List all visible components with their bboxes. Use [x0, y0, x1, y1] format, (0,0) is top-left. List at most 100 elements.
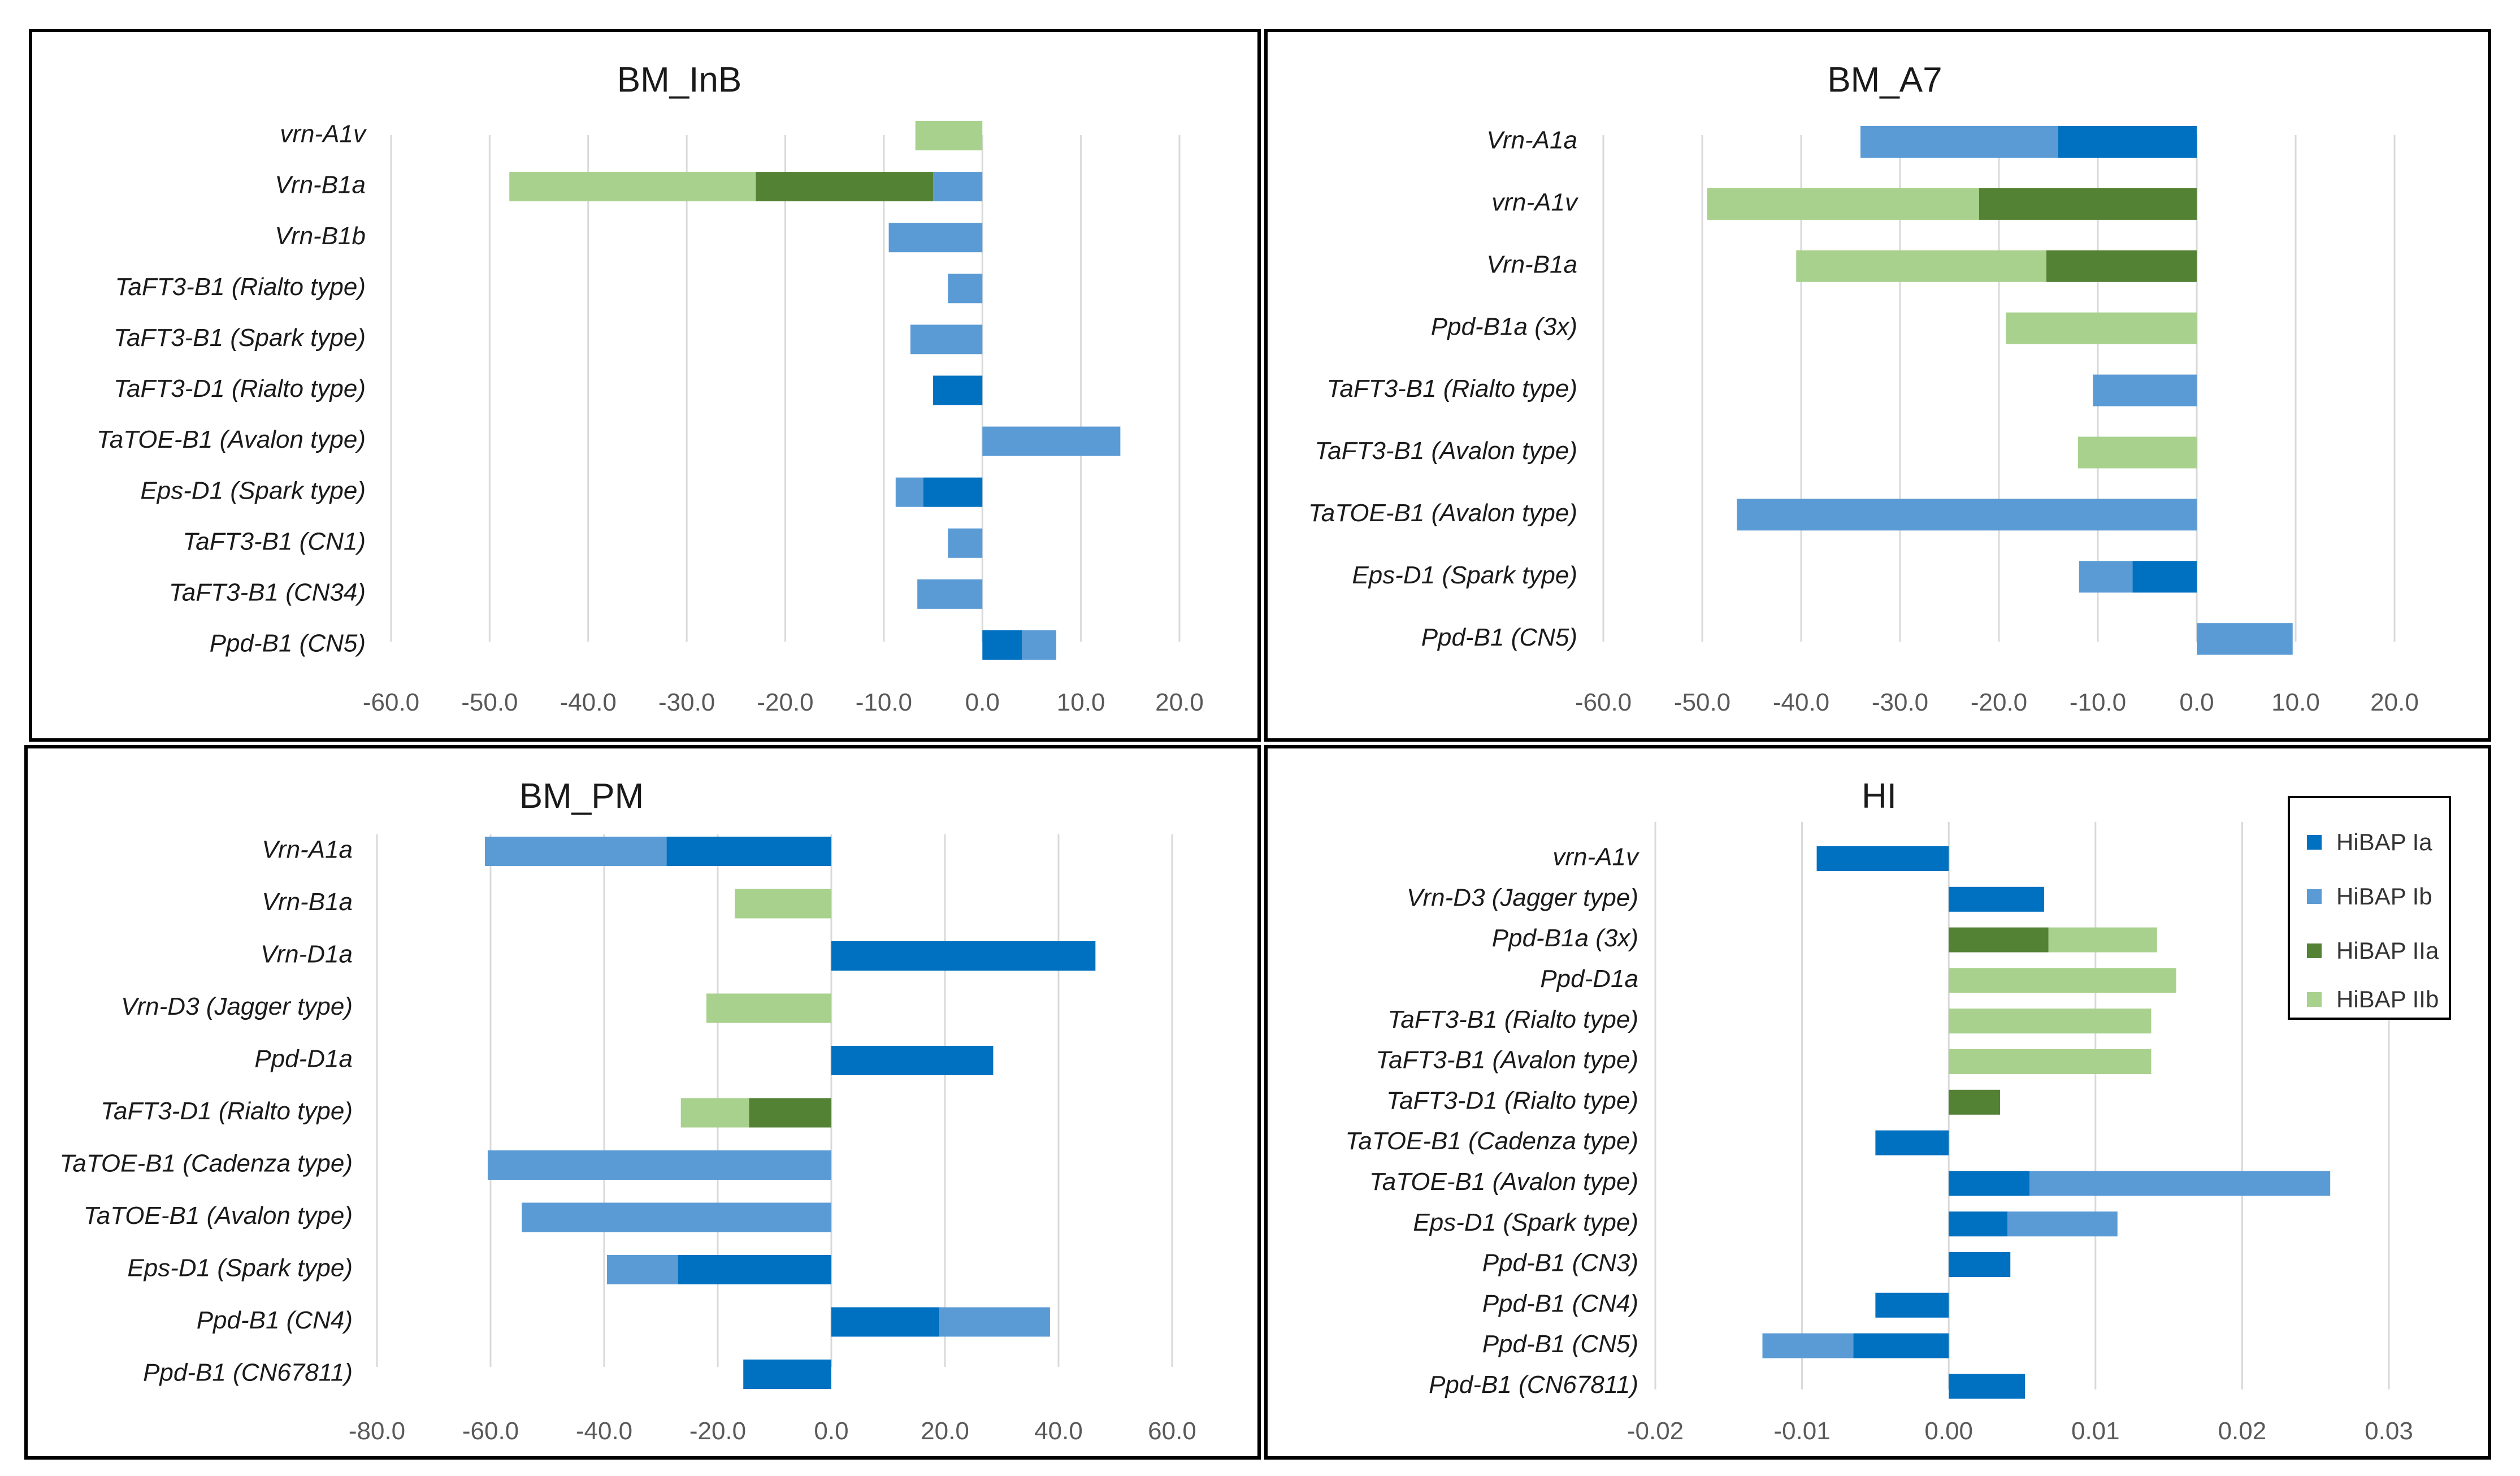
bar-bm-inb-hibap-ia: [923, 477, 983, 507]
bar-bm-inb-hibap-ib: [933, 172, 983, 202]
bar-bm-pm-hibap-ib: [487, 1150, 831, 1180]
x-tick-label: 0.01: [2071, 1417, 2120, 1445]
x-tick-label: 0.02: [2218, 1417, 2267, 1445]
bar-bm-a7-hibap-iib: [1707, 188, 1979, 220]
x-tick-label: 0.00: [1924, 1417, 1973, 1445]
bar-hi-hibap-ib: [1762, 1333, 1854, 1358]
chart-title-hi: HI: [1862, 777, 1897, 816]
bar-bm-inb-hibap-ib: [910, 324, 983, 354]
chart-title-bm-pm: BM_PM: [519, 777, 644, 816]
x-tick-label: -50.0: [1674, 689, 1730, 716]
bar-bm-inb-hibap-ia: [933, 375, 983, 405]
bar-bm-inb-hibap-ib: [917, 579, 983, 609]
x-tick-label: 60.0: [1148, 1417, 1196, 1445]
category-label: TaTOE-B1 (Avalon type): [1308, 499, 1577, 527]
x-tick-label: -0.02: [1627, 1417, 1684, 1445]
bar-hi-hibap-ia: [1875, 1130, 1949, 1155]
bar-bm-pm-hibap-ia: [831, 1046, 994, 1075]
bar-bm-a7-hibap-iia: [2046, 250, 2197, 282]
category-label: Eps-D1 (Spark type): [1352, 561, 1577, 589]
x-tick-label: -20.0: [1971, 689, 2027, 716]
category-label: Ppd-B1 (CN3): [1482, 1249, 1638, 1277]
bar-bm-pm-hibap-iia: [749, 1098, 831, 1128]
category-label: TaFT3-D1 (Rialto type): [101, 1097, 353, 1125]
x-tick-label: -20.0: [689, 1417, 746, 1445]
bar-bm-pm-hibap-ia: [831, 941, 1096, 971]
x-tick-label: -40.0: [560, 689, 617, 716]
bar-hi-hibap-iib: [1949, 1049, 2152, 1074]
x-tick-label: 0.0: [814, 1417, 848, 1445]
x-tick-label: -40.0: [1773, 689, 1829, 716]
legend-item-hibap-ia: HiBAP Ia: [2307, 825, 2432, 859]
chart-title-bm-inb: BM_InB: [617, 60, 742, 99]
category-label: TaTOE-B1 (Cadenza type): [60, 1150, 353, 1178]
category-label: Ppd-B1 (CN4): [197, 1306, 353, 1334]
bar-bm-pm-hibap-ia: [831, 1307, 939, 1337]
x-tick-label: -10.0: [2070, 689, 2126, 716]
bar-bm-pm-hibap-iib: [680, 1098, 749, 1128]
category-label: TaFT3-B1 (Rialto type): [1388, 1006, 1638, 1033]
category-label: Ppd-B1 (CN5): [1482, 1330, 1638, 1358]
bar-bm-inb-hibap-iib: [915, 121, 983, 150]
category-label: TaFT3-B1 (CN1): [183, 527, 366, 555]
category-label: Eps-D1 (Spark type): [127, 1254, 353, 1282]
bar-bm-inb-hibap-ia: [982, 630, 1022, 660]
legend-label-hibap-iib: HiBAP IIb: [2336, 986, 2439, 1012]
bar-hi-hibap-ib: [2029, 1171, 2331, 1196]
bar-bm-pm-hibap-ib: [522, 1202, 831, 1232]
bar-hi-hibap-ia: [1949, 1252, 2011, 1277]
bar-bm-pm-hibap-iib: [706, 993, 831, 1023]
bar-hi-hibap-ia: [1949, 1374, 2025, 1399]
category-label: vrn-A1v: [1552, 843, 1640, 871]
legend-label-hibap-ia: HiBAP Ia: [2336, 829, 2432, 855]
bar-hi-hibap-ia: [1949, 1211, 2008, 1237]
category-label: Vrn-A1a: [262, 836, 353, 864]
category-label: TaFT3-B1 (Spark type): [114, 324, 366, 352]
bar-bm-pm-hibap-ia: [666, 837, 831, 866]
bar-bm-a7-hibap-ib: [1860, 126, 2058, 158]
bar-hi-hibap-iia: [1949, 927, 2049, 953]
bar-bm-pm-hibap-ib: [939, 1307, 1050, 1337]
category-label: TaTOE-B1 (Avalon type): [84, 1202, 353, 1230]
category-label: TaFT3-D1 (Rialto type): [1386, 1087, 1638, 1114]
bar-bm-pm-hibap-ia: [743, 1360, 831, 1389]
bar-bm-a7-hibap-ia: [2132, 561, 2197, 593]
bar-bm-pm-hibap-ib: [607, 1255, 678, 1284]
x-tick-label: -40.0: [576, 1417, 632, 1445]
x-tick-label: 20.0: [1155, 689, 1204, 716]
x-tick-label: 40.0: [1034, 1417, 1083, 1445]
x-tick-label: -60.0: [1575, 689, 1632, 716]
x-tick-label: -60.0: [363, 689, 419, 716]
x-tick-label: 0.03: [2365, 1417, 2413, 1445]
bar-bm-a7-hibap-ib: [2079, 561, 2133, 593]
bar-hi-hibap-iia: [1949, 1089, 2001, 1115]
legend-item-hibap-ib: HiBAP Ib: [2307, 880, 2432, 914]
legend-label-hibap-iia: HiBAP IIa: [2336, 937, 2439, 964]
chart-svg-bm-a7: -60.0 -50.0 -40.0 -30.0 -20.0 -10.0 0.0 10.0 20.…: [1308, 60, 2419, 716]
category-label: Vrn-D3 (Jagger type): [1407, 884, 1638, 911]
legend-item-hibap-iib: HiBAP IIb: [2307, 982, 2439, 1016]
legend-item-hibap-iia: HiBAP IIa: [2307, 934, 2439, 968]
bar-bm-inb-hibap-ib: [888, 223, 983, 253]
x-tick-label: 20.0: [2370, 689, 2419, 716]
bar-bm-pm-hibap-ia: [678, 1255, 831, 1284]
bar-bm-pm-hibap-iib: [735, 889, 831, 919]
category-label: TaFT3-B1 (Rialto type): [1327, 375, 1577, 402]
bar-hi-hibap-ib: [2007, 1211, 2118, 1237]
bar-hi-hibap-ia: [1816, 846, 1949, 871]
bar-bm-inb-hibap-ib: [982, 426, 1121, 456]
bar-bm-a7-hibap-iib: [2006, 312, 2197, 344]
category-label: TaTOE-B1 (Cadenza type): [1346, 1127, 1638, 1155]
category-label: TaTOE-B1 (Avalon type): [97, 426, 366, 453]
bar-bm-a7-hibap-ib: [1737, 499, 2197, 531]
x-tick-label: -0.01: [1773, 1417, 1830, 1445]
chart-svg-hi: -0.02 -0.01 0.00 0.01 0.02 0.03 HI vrn-A1v Vrn-D…: [1346, 777, 2413, 1445]
category-label: TaFT3-B1 (CN34): [169, 579, 366, 607]
x-tick-label: 10.0: [1057, 689, 1105, 716]
bar-hi-hibap-ia: [1875, 1292, 1949, 1318]
category-label: Ppd-B1a (3x): [1492, 924, 1638, 952]
category-label: Vrn-B1a: [262, 888, 353, 916]
x-tick-label: 10.0: [2271, 689, 2320, 716]
x-tick-label: 0.0: [965, 689, 1000, 716]
bar-hi-hibap-iib: [1949, 968, 2176, 993]
